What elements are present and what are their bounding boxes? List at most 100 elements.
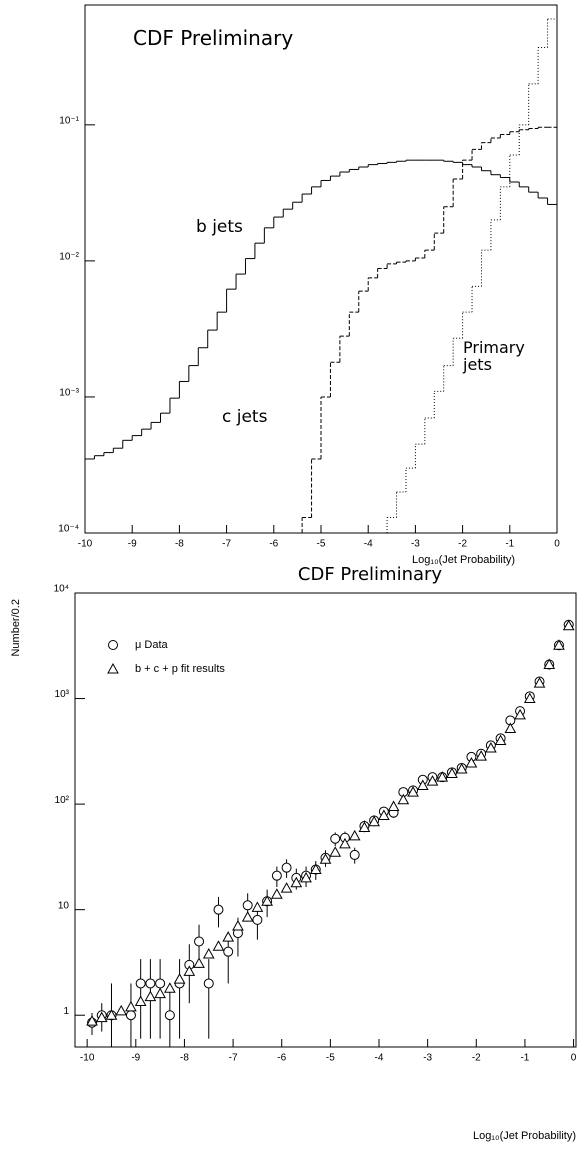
marker-triangle: [348, 829, 361, 841]
x-tick-label: 0: [554, 539, 560, 550]
x-tick-label: -3: [423, 1053, 432, 1064]
marker-triangle: [134, 995, 147, 1006]
y-tick-label: 10⁻⁴: [58, 524, 79, 535]
marker-triangle: [358, 821, 371, 833]
chart-title: CDF Preliminary: [297, 564, 443, 585]
marker-triangle: [533, 677, 546, 688]
marker-triangle: [416, 779, 429, 791]
y-tick-label: 10: [58, 900, 70, 911]
x-tick-label: -8: [180, 1053, 189, 1064]
marker-triangle: [387, 800, 400, 811]
marker-triangle: [319, 853, 332, 864]
marker-triangle: [193, 957, 205, 968]
x-tick-label: 0: [571, 1053, 577, 1064]
marker-circle: [145, 978, 156, 989]
series-label: Primary jets: [463, 338, 525, 374]
x-tick-label: -5: [317, 539, 326, 550]
marker-circle: [135, 978, 146, 989]
x-tick-label: -7: [229, 1053, 238, 1064]
y-tick-label: 10⁴: [54, 584, 69, 595]
plot-area: [86, 619, 575, 1047]
marker-triangle: [173, 973, 186, 984]
y-tick-label: 10³: [55, 689, 70, 700]
marker-triangle: [300, 871, 312, 883]
x-tick-label: -2: [472, 1053, 481, 1064]
marker-triangle: [368, 815, 380, 827]
marker-circle: [330, 833, 341, 844]
marker-triangle: [329, 846, 342, 857]
marker-triangle: [241, 911, 254, 922]
marker-triangle: [271, 888, 283, 899]
marker-circle: [194, 936, 205, 947]
x-tick-label: -7: [222, 539, 231, 550]
marker-triangle: [202, 947, 215, 959]
marker-triangle: [504, 722, 517, 734]
marker-circle: [252, 914, 263, 925]
marker-triangle: [154, 987, 166, 999]
marker-triangle: [475, 750, 487, 761]
x-tick-label: -6: [269, 539, 278, 550]
y-tick-label: 10⁻³: [59, 388, 79, 399]
x-tick-label: -1: [520, 1053, 529, 1064]
marker-triangle: [514, 708, 526, 720]
x-tick-label: -2: [458, 539, 467, 550]
marker-triangle: [426, 775, 439, 786]
marker-circle: [164, 1010, 175, 1021]
marker-circle: [223, 946, 234, 957]
x-tick-label: -10: [80, 1053, 95, 1064]
series-label: c jets: [222, 407, 268, 427]
marker-triangle: [212, 940, 225, 951]
x-tick-label: -9: [128, 539, 137, 550]
marker-triangle: [144, 990, 157, 1002]
x-tick-label: -10: [78, 539, 93, 550]
marker-triangle: [553, 639, 565, 650]
marker-circle: [108, 640, 118, 650]
plot-frame: [74, 592, 577, 1048]
marker-triangle: [446, 767, 458, 778]
y-tick-label: 10⁻²: [59, 252, 79, 263]
marker-triangle: [95, 1011, 108, 1023]
marker-triangle: [465, 757, 478, 768]
marker-triangle: [523, 692, 536, 704]
marker-circle: [213, 904, 224, 915]
x-tick-label: -4: [364, 539, 373, 550]
marker-circle: [203, 978, 214, 989]
marker-triangle: [115, 1004, 128, 1016]
x-axis-label: Log₁₀(Jet Probability): [472, 1130, 576, 1142]
series-label: b jets: [196, 217, 243, 237]
marker-triangle: [485, 741, 497, 753]
marker-triangle: [407, 786, 419, 797]
marker-triangle: [86, 1015, 98, 1026]
marker-triangle: [436, 771, 449, 782]
x-tick-label: -5: [326, 1053, 335, 1064]
marker-circle: [242, 900, 253, 911]
marker-triangle: [455, 762, 468, 774]
marker-triangle: [309, 863, 322, 875]
marker-triangle: [543, 658, 556, 670]
marker-triangle: [222, 931, 235, 942]
legend-label: b + c + p fit results: [135, 663, 225, 675]
y-axis-label: Number/0.2: [10, 599, 23, 657]
legend-label: μ Data: [135, 639, 169, 651]
y-tick-label: 10⁻¹: [59, 115, 79, 126]
x-tick-label: -8: [175, 539, 184, 550]
marker-triangle: [290, 876, 303, 888]
annotation: CDF Preliminary: [133, 26, 294, 50]
marker-triangle: [107, 662, 119, 674]
marker-triangle: [105, 1009, 118, 1020]
x-tick-label: -6: [277, 1053, 286, 1064]
marker-circle: [271, 870, 282, 881]
marker-triangle: [397, 793, 410, 805]
y-tick-label: 10²: [55, 795, 70, 806]
marker-triangle: [164, 982, 176, 993]
marker-triangle: [378, 809, 390, 821]
x-tick-label: -4: [375, 1053, 384, 1064]
marker-triangle: [183, 965, 196, 976]
marker-circle: [349, 849, 360, 860]
marker-circle: [155, 978, 166, 989]
marker-triangle: [494, 734, 507, 746]
marker-triangle: [125, 1000, 137, 1012]
marker-triangle: [251, 901, 264, 912]
